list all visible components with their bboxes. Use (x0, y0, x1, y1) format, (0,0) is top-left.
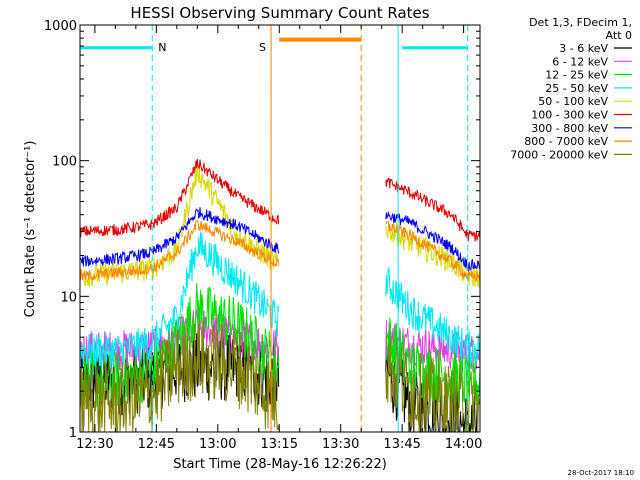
series-line-3-segment-1 (385, 267, 481, 365)
series-line-2-segment-0 (79, 283, 280, 410)
series-line-6-segment-0 (79, 207, 280, 267)
legend-title-line-1: Det 1,3, FDecim 1, (529, 16, 632, 29)
y-tick-label-2: 100 (52, 155, 77, 170)
series-line-7-segment-1 (385, 220, 481, 282)
y-tick-label-1: 10 (60, 290, 77, 305)
legend-label-5: 100 - 300 keV (531, 109, 608, 122)
y-tick-label-3: 1000 (44, 19, 77, 34)
flag-label-s: S (259, 41, 266, 54)
legend-label-4: 50 - 100 keV (538, 95, 608, 108)
series-line-8-segment-0 (79, 320, 280, 434)
x-tick-label-4: 13:30 (322, 437, 359, 452)
legend-label-2: 12 - 25 keV (545, 69, 608, 82)
plot-frame (79, 24, 481, 433)
series-line-4-segment-1 (385, 222, 481, 288)
flag-label-n: N (158, 41, 166, 54)
x-tick-label-6: 14:00 (445, 437, 482, 452)
series-line-5-segment-1 (385, 177, 481, 242)
series-line-2-segment-1 (385, 317, 481, 408)
y-tick-label-0: 1 (69, 426, 77, 441)
legend-title-line-2: Att 0 (606, 29, 632, 42)
axes: 12:30 12:45 13:00 13:15 13:30 13:45 14:00 1 10 10… (44, 19, 482, 452)
x-tick-label-5: 13:45 (383, 437, 420, 452)
series-line-6-segment-1 (385, 211, 481, 272)
series-line-4-segment-0 (79, 158, 280, 288)
legend-label-7: 800 - 7000 keV (524, 135, 608, 148)
legend-label-8: 7000 - 20000 keV (510, 148, 608, 161)
legend-label-1: 6 - 12 keV (552, 55, 608, 68)
x-tick-label-3: 13:15 (261, 437, 298, 452)
footer-timestamp: 28-Oct-2017 18:10 (568, 469, 634, 477)
x-tick-label-0: 12:30 (76, 437, 113, 452)
x-tick-label-1: 12:45 (138, 437, 175, 452)
series-line-7-segment-0 (79, 219, 280, 281)
legend-label-3: 25 - 50 keV (545, 82, 608, 95)
y-axis-label: Count Rate (s⁻¹ detector⁻¹) (23, 141, 38, 318)
series-line-5-segment-0 (79, 158, 280, 238)
legend-label-6: 300 - 800 keV (531, 122, 608, 135)
x-tick-label-2: 13:00 (199, 437, 236, 452)
legend-label-0: 3 - 6 keV (559, 42, 608, 55)
x-axis-label: Start Time (28-May-16 12:26:22) (173, 457, 387, 472)
series-line-3-segment-0 (79, 231, 280, 368)
chart-title: HESSI Observing Summary Count Rates (130, 4, 429, 22)
